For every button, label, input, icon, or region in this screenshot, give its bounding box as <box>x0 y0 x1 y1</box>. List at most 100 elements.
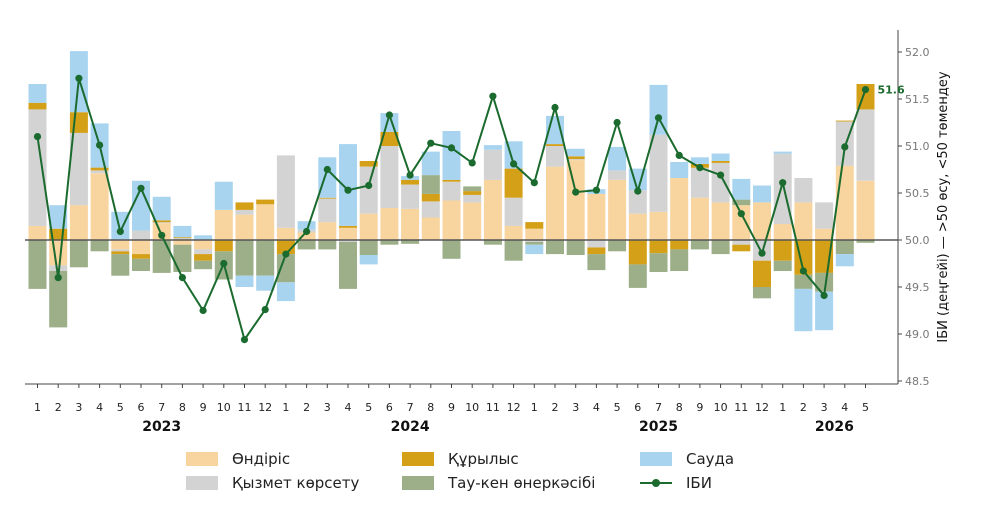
bar-services-14 <box>318 198 337 223</box>
index-point-3 <box>96 141 104 149</box>
bar-production-18 <box>401 209 420 240</box>
y-tick-label-2: 49.5 <box>905 281 930 294</box>
index-point-34 <box>737 210 745 218</box>
bar-services-40 <box>856 109 875 181</box>
bar-mining-37 <box>794 274 813 289</box>
bar-services-16 <box>359 166 378 214</box>
bar-production-2 <box>69 205 88 240</box>
bar-trade-4 <box>111 211 130 240</box>
x-tick-label-27: 4 <box>593 401 600 414</box>
bar-services-0 <box>28 109 47 226</box>
bar-production-23 <box>504 225 523 240</box>
x-tick-label-8: 9 <box>200 401 207 414</box>
legend-swatch-mining <box>402 476 434 490</box>
legend-item-trade: Сауда <box>640 448 734 470</box>
bar-construction-14 <box>318 197 337 199</box>
bar-construction-26 <box>566 156 585 160</box>
bar-construction-30 <box>649 240 668 254</box>
index-point-5 <box>137 184 145 192</box>
bar-trade-10 <box>235 275 254 287</box>
bar-trade-14 <box>318 157 337 198</box>
year-label-2024: 2024 <box>391 419 430 435</box>
year-label-2025: 2025 <box>639 419 678 435</box>
index-point-22 <box>489 92 497 100</box>
bar-mining-0 <box>28 240 47 289</box>
x-tick-label-22: 11 <box>486 401 500 414</box>
bar-construction-0 <box>28 102 47 110</box>
bar-construction-9 <box>214 240 233 252</box>
x-tick-label-5: 6 <box>138 401 145 414</box>
bar-construction-10 <box>235 202 254 210</box>
bar-trade-15 <box>339 144 357 226</box>
bar-services-30 <box>649 134 668 212</box>
x-tick-label-34: 11 <box>734 401 748 414</box>
x-tick-label-1: 2 <box>55 401 62 414</box>
bar-trade-28 <box>608 146 627 171</box>
bar-production-5 <box>132 240 150 255</box>
index-point-12 <box>282 250 290 258</box>
index-point-25 <box>551 103 559 112</box>
bar-trade-38 <box>815 291 834 331</box>
bar-production-30 <box>649 211 668 240</box>
index-point-0 <box>33 133 42 141</box>
bar-construction-6 <box>152 220 171 223</box>
bar-construction-27 <box>587 247 606 255</box>
bar-mining-24 <box>525 241 544 245</box>
bar-mining-6 <box>152 240 171 273</box>
bar-construction-4 <box>111 251 130 255</box>
legend-label-index: ІБИ <box>686 474 712 492</box>
index-point-9 <box>220 259 228 268</box>
bar-services-36 <box>773 153 792 224</box>
x-tick-label-21: 10 <box>465 401 479 414</box>
bar-mining-10 <box>235 240 254 276</box>
bar-construction-5 <box>132 254 150 259</box>
bar-production-10 <box>235 214 254 240</box>
bar-production-19 <box>421 217 440 240</box>
bar-trade-35 <box>753 185 771 203</box>
index-point-6 <box>158 231 166 239</box>
x-tick-label-18: 7 <box>407 401 414 414</box>
bar-construction-36 <box>773 240 792 261</box>
bar-construction-18 <box>401 179 420 185</box>
bar-trade-7 <box>173 225 192 238</box>
bar-construction-39 <box>835 120 854 122</box>
bar-production-12 <box>276 227 295 240</box>
x-tick-label-15: 4 <box>345 401 352 414</box>
bar-mining-33 <box>711 240 730 255</box>
bar-production-35 <box>753 202 771 240</box>
bar-production-36 <box>773 224 792 240</box>
bar-services-19 <box>421 201 440 218</box>
legend-label-trade: Сауда <box>686 450 735 468</box>
bar-production-37 <box>794 202 813 240</box>
bar-mining-29 <box>628 264 647 288</box>
index-point-21 <box>468 159 476 167</box>
index-point-33 <box>717 171 725 179</box>
bar-services-7 <box>173 238 192 240</box>
x-tick-label-25: 2 <box>552 401 559 414</box>
bar-production-38 <box>815 228 834 240</box>
bar-construction-34 <box>732 244 751 252</box>
index-point-2 <box>75 74 83 82</box>
x-tick-label-30: 7 <box>655 401 662 414</box>
bar-trade-20 <box>442 131 461 180</box>
bar-services-8 <box>194 249 213 255</box>
bar-services-10 <box>235 209 254 215</box>
bar-services-26 <box>566 159 585 161</box>
bar-services-28 <box>608 170 627 180</box>
index-point-13 <box>303 227 311 236</box>
index-point-29 <box>634 187 642 195</box>
bar-production-1 <box>49 240 68 266</box>
index-point-17 <box>385 111 393 119</box>
bar-construction-23 <box>504 168 523 198</box>
y-tick-label-7: 52.0 <box>905 46 930 59</box>
bar-trade-34 <box>732 178 751 200</box>
bar-construction-33 <box>711 161 730 163</box>
bar-construction-24 <box>525 222 544 229</box>
bar-construction-8 <box>194 254 213 261</box>
bar-production-4 <box>111 240 130 250</box>
bar-construction-19 <box>421 193 440 202</box>
index-point-37 <box>799 267 808 275</box>
y-tick-label-0: 48.5 <box>905 375 930 388</box>
bar-services-5 <box>132 230 150 240</box>
bar-trade-11 <box>256 275 275 291</box>
